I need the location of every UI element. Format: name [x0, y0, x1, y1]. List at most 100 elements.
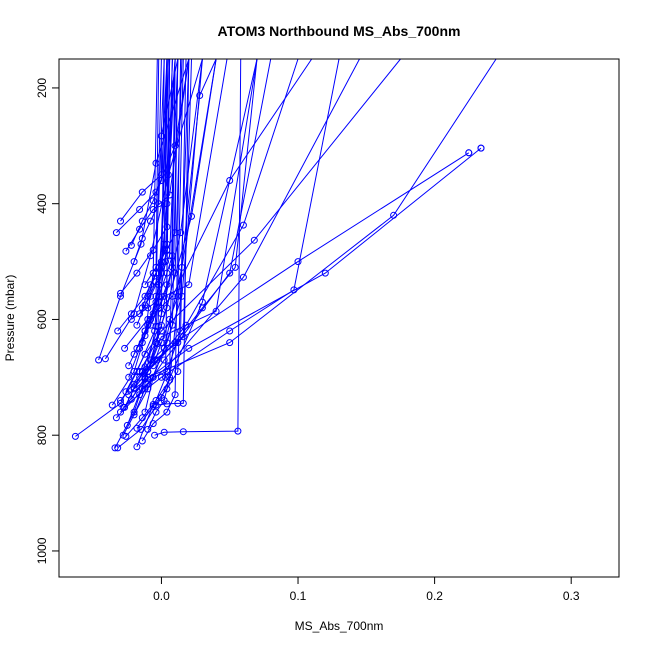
series-line: [133, 59, 192, 416]
series-line: [125, 59, 401, 393]
data-point: [112, 414, 120, 422]
data-point: [133, 443, 141, 451]
data-point: [117, 217, 124, 225]
data-point: [133, 344, 141, 352]
data-point: [149, 197, 157, 205]
data-point: [226, 327, 234, 335]
data-point: [130, 411, 138, 419]
data-point: [108, 401, 116, 409]
chart-title: ATOM3 Northbound MS_Abs_700nm: [218, 23, 461, 39]
series-line: [116, 59, 360, 419]
data-point: [157, 373, 165, 381]
data-point: [155, 304, 163, 312]
data-point: [147, 281, 154, 289]
data-point: [160, 344, 168, 352]
data-point: [239, 221, 247, 229]
data-point: [95, 356, 103, 364]
y-tick-label: 400: [35, 193, 49, 213]
series-line: [147, 59, 258, 372]
data-point: [114, 327, 122, 335]
data-point: [122, 388, 130, 396]
series-53: [130, 144, 485, 393]
series-line: [133, 147, 482, 390]
data-point: [226, 339, 234, 347]
data-point: [152, 339, 160, 347]
x-tick-label: 0.2: [426, 589, 443, 603]
series-line: [141, 59, 168, 309]
x-axis: 0.0 0.1 0.2 0.3: [153, 576, 580, 603]
x-axis-title: MS_Abs_700nm: [295, 619, 384, 633]
data-point: [160, 356, 168, 364]
series-40: [138, 59, 182, 445]
data-point: [477, 144, 485, 152]
data-point: [171, 142, 179, 150]
data-point: [117, 397, 124, 404]
y-tick-label: 200: [35, 78, 49, 98]
data-point: [188, 212, 195, 220]
series-line: [144, 59, 179, 413]
data-point: [166, 373, 174, 381]
data-point: [127, 395, 135, 403]
data-point: [144, 425, 152, 433]
y-tick-label: 1000: [35, 537, 49, 564]
data-point: [122, 247, 130, 255]
data-point: [179, 399, 187, 407]
data-point: [119, 403, 127, 411]
data-point: [321, 269, 329, 277]
data-point: [141, 385, 149, 393]
data-point: [133, 269, 141, 277]
data-point: [157, 310, 165, 318]
data-point: [174, 368, 182, 375]
series-line: [124, 59, 313, 349]
data-point: [122, 432, 130, 440]
series-line: [117, 59, 160, 332]
data-point: [163, 385, 171, 393]
data-point: [155, 263, 163, 271]
series-50: [138, 59, 168, 312]
series-line: [133, 59, 165, 262]
data-point: [117, 289, 124, 297]
data-point: [160, 428, 168, 436]
data-point: [160, 292, 168, 300]
series-45: [130, 59, 192, 419]
y-axis-title: Pressure (mbar): [3, 275, 17, 362]
data-point: [163, 400, 171, 408]
y-axis: 200 400 600 800 1000: [35, 78, 60, 564]
data-point: [465, 149, 473, 157]
data-point: [147, 217, 154, 225]
y-tick-label: 600: [35, 309, 49, 329]
data-point: [138, 234, 146, 242]
data-point: [136, 206, 144, 213]
data-point: [198, 304, 206, 312]
data-point: [250, 236, 258, 244]
data-point: [171, 391, 179, 399]
data-point: [112, 229, 120, 237]
data-point: [290, 286, 298, 294]
data-point: [138, 188, 146, 196]
series-line: [122, 59, 340, 408]
data-point: [130, 258, 138, 266]
data-point: [141, 350, 149, 358]
series-line: [136, 59, 176, 349]
data-point: [121, 344, 129, 352]
series-52: [119, 59, 340, 411]
data-point: [138, 437, 146, 445]
data-point: [127, 310, 135, 318]
data-point: [171, 339, 179, 347]
series-line: [120, 59, 497, 413]
data-point: [160, 246, 168, 254]
data-point: [185, 281, 193, 289]
data-point: [163, 408, 171, 416]
data-point: [234, 427, 242, 435]
data-point: [239, 273, 247, 281]
data-point: [130, 385, 138, 393]
data-point: [226, 177, 234, 184]
data-point: [168, 321, 176, 329]
data-point: [179, 333, 187, 341]
series-line: [139, 59, 183, 372]
data-point: [212, 307, 220, 315]
data-point: [114, 444, 122, 452]
data-point: [133, 424, 141, 432]
x-tick-label: 0.0: [153, 589, 170, 603]
